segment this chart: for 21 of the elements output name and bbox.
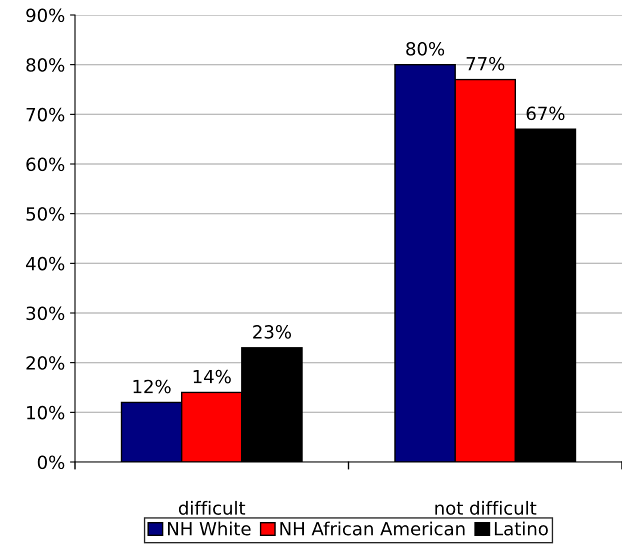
y-tick-label: 0% (38, 455, 64, 470)
data-label: 23% (253, 325, 291, 339)
y-tick-label: 70% (26, 108, 64, 122)
x-tick-label: not difficult (435, 500, 536, 515)
y-tick-label: 10% (27, 406, 64, 420)
y-tick-label: 20% (26, 356, 64, 370)
data-label: 12% (134, 380, 171, 394)
y-tick-label: 60% (26, 157, 64, 172)
legend-label: NH African American (280, 522, 465, 536)
data-label: 77% (466, 56, 504, 71)
y-tick-label: 90% (26, 8, 64, 22)
data-label: 80% (406, 42, 444, 56)
data-label: 67% (526, 106, 564, 120)
legend-label: NH White (168, 522, 251, 536)
y-tick-label: 80% (26, 58, 64, 72)
y-tick-label: 50% (26, 207, 64, 221)
data-label: 14% (194, 370, 231, 384)
x-tick-label: difficult (178, 500, 246, 515)
y-tick-label: 30% (26, 306, 64, 320)
y-tick-label: 40% (26, 256, 64, 270)
legend-label: Latino (494, 522, 548, 536)
